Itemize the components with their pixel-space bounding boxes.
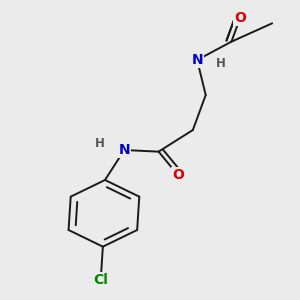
Text: H: H [94, 137, 104, 151]
Text: O: O [172, 168, 184, 182]
Text: Cl: Cl [93, 273, 108, 287]
Text: O: O [234, 11, 246, 25]
Text: H: H [216, 58, 226, 70]
Text: N: N [118, 143, 130, 157]
Text: N: N [191, 53, 203, 67]
